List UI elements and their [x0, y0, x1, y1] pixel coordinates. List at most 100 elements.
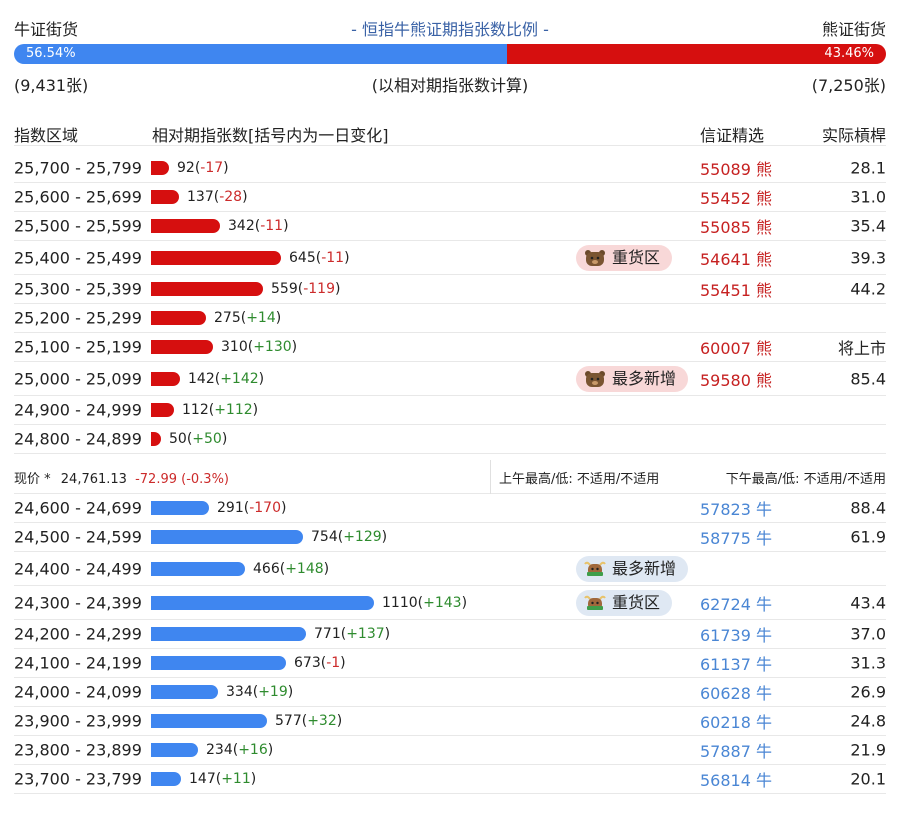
warrant-code[interactable]: 60218 — [700, 713, 751, 732]
table-row: 25,400 - 25,499 645(-11) 重货区 54641 熊 39.3 — [14, 241, 886, 275]
warrant-link[interactable]: 60218 牛 — [700, 709, 772, 733]
actual-leverage: 44.2 — [850, 279, 886, 299]
count-value: 142 — [188, 370, 215, 387]
contract-bar — [151, 311, 206, 325]
badge-label: 最多新增 — [612, 368, 677, 388]
warrant-link[interactable]: 57887 牛 — [700, 738, 772, 762]
contract-bar — [151, 530, 303, 544]
count-value: 92 — [177, 160, 195, 176]
warrant-code[interactable]: 55451 — [700, 281, 751, 300]
warrant-link[interactable]: 57823 牛 — [700, 496, 772, 520]
actual-leverage: 31.3 — [850, 653, 886, 673]
index-range: 25,100 - 25,199 — [14, 337, 142, 357]
count-change: +32 — [307, 713, 337, 729]
warrant-code[interactable]: 55089 — [700, 160, 751, 179]
warrant-code[interactable]: 60628 — [700, 684, 751, 703]
warrant-link[interactable]: 58775 牛 — [700, 525, 772, 549]
warrant-code[interactable]: 58775 — [700, 529, 751, 548]
col-range: 指数区域 — [14, 126, 79, 145]
zone-badge: 最多新增 — [576, 555, 689, 582]
warrant-link[interactable]: 61137 牛 — [700, 651, 772, 675]
warrant-side: 熊 — [756, 189, 773, 208]
index-range: 25,400 - 25,499 — [14, 248, 142, 267]
warrant-side: 牛 — [756, 713, 773, 732]
warrant-code[interactable]: 57887 — [700, 742, 751, 761]
count-value: 275 — [214, 310, 241, 326]
warrant-side: 熊 — [756, 249, 773, 269]
index-range: 25,500 - 25,599 — [14, 216, 142, 236]
contract-count: 137(-28) — [187, 189, 248, 205]
badge-label: 最多新增 — [612, 558, 677, 578]
warrant-link[interactable]: 55451 熊 — [700, 277, 772, 301]
current-price-value: 24,761.13 — [60, 472, 127, 487]
count-change: -11 — [321, 249, 345, 266]
warrant-code[interactable]: 62724 — [700, 594, 751, 614]
count-value: 645 — [289, 249, 316, 266]
index-range: 24,100 - 24,199 — [14, 653, 142, 673]
count-value: 577 — [275, 713, 302, 729]
warrant-side: 熊 — [756, 339, 773, 358]
index-range: 25,200 - 25,299 — [14, 308, 142, 328]
warrant-link[interactable]: 55452 熊 — [700, 185, 772, 209]
warrant-code[interactable]: 55452 — [700, 189, 751, 208]
actual-leverage: 21.9 — [850, 740, 886, 760]
contract-bar — [151, 219, 220, 233]
warrant-link[interactable]: 60628 牛 — [700, 680, 772, 704]
actual-leverage: 26.9 — [850, 682, 886, 702]
index-range: 24,000 - 24,099 — [14, 682, 142, 702]
contract-count: 142(+142) — [188, 370, 265, 387]
index-range: 24,900 - 24,999 — [14, 400, 142, 420]
warrant-link[interactable]: 54641 熊 — [700, 246, 772, 270]
warrant-code[interactable]: 61739 — [700, 626, 751, 645]
count-value: 50 — [169, 431, 187, 447]
col-contracts: 相对期指张数[括号内为一日变化] — [152, 126, 389, 145]
warrant-link[interactable]: 59580 熊 — [700, 367, 772, 391]
actual-leverage: 20.1 — [850, 769, 886, 789]
index-range: 25,600 - 25,699 — [14, 187, 142, 207]
contract-count: 291(-170) — [217, 500, 287, 516]
count-change: +148 — [285, 560, 324, 577]
count-change: +14 — [246, 310, 276, 326]
count-change: +143 — [423, 594, 462, 611]
table-row: 25,200 - 25,299 275(+14) — [14, 304, 886, 333]
warrant-code[interactable]: 56814 — [700, 771, 751, 790]
contract-count: 342(-11) — [228, 218, 289, 234]
count-value: 112 — [182, 402, 209, 418]
contract-count: 92(-17) — [177, 160, 229, 176]
actual-leverage: 88.4 — [850, 498, 886, 518]
warrant-link[interactable]: 62724 牛 — [700, 591, 772, 615]
warrant-link[interactable]: 60007 熊 — [700, 335, 772, 359]
table-row: 24,600 - 24,699 291(-170) 57823 牛 88.4 — [14, 494, 886, 523]
bear-street-label: 熊证街货 — [821, 20, 886, 39]
count-change: +142 — [220, 370, 259, 387]
warrant-link[interactable]: 61739 牛 — [700, 622, 772, 646]
warrant-link[interactable]: 55085 熊 — [700, 214, 772, 238]
contract-counts: (9,431张) (以相对期指张数计算) (7,250张) — [14, 72, 886, 95]
actual-leverage: 39.3 — [850, 248, 886, 267]
warrant-code[interactable]: 55085 — [700, 218, 751, 237]
bull-bear-ratio-bar: 56.54% 43.46% — [14, 44, 886, 64]
count-change: -28 — [219, 189, 243, 205]
contract-count: 275(+14) — [214, 310, 282, 326]
count-change: -17 — [200, 160, 224, 176]
bull-icon — [584, 595, 606, 610]
warrant-side: 熊 — [756, 218, 773, 237]
badge-label: 重货区 — [612, 592, 661, 612]
warrant-code[interactable]: 57823 — [700, 500, 751, 519]
warrant-side: 牛 — [756, 655, 773, 674]
warrant-side: 牛 — [756, 529, 773, 548]
column-header: 指数区域 相对期指张数[括号内为一日变化] 信证精选 实际槓桿 — [14, 122, 886, 146]
warrant-code[interactable]: 54641 — [700, 249, 751, 269]
warrant-code[interactable]: 60007 — [700, 339, 751, 358]
warrant-code[interactable]: 59580 — [700, 370, 751, 390]
index-range: 24,800 - 24,899 — [14, 429, 142, 449]
warrant-link[interactable]: 55089 熊 — [700, 156, 772, 180]
count-value: 137 — [187, 189, 214, 205]
warrant-link[interactable]: 56814 牛 — [700, 767, 772, 791]
warrant-side: 牛 — [756, 771, 773, 790]
count-change: +129 — [343, 529, 382, 545]
contract-count: 147(+11) — [189, 771, 257, 787]
count-value: 771 — [314, 626, 341, 642]
contract-count: 50(+50) — [169, 431, 228, 447]
warrant-code[interactable]: 61137 — [700, 655, 751, 674]
